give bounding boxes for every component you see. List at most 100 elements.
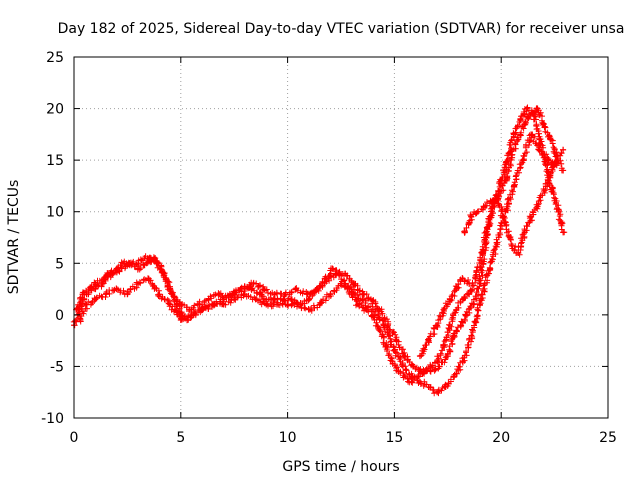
data-point bbox=[83, 301, 90, 308]
data-point bbox=[143, 260, 150, 267]
data-point bbox=[156, 291, 163, 298]
x-tick-label: 25 bbox=[599, 430, 617, 446]
data-point bbox=[508, 151, 515, 158]
data-point bbox=[451, 332, 458, 339]
data-point bbox=[109, 270, 116, 277]
data-point bbox=[92, 280, 99, 287]
data-point bbox=[434, 389, 441, 396]
x-tick-label: 20 bbox=[492, 430, 510, 446]
data-point bbox=[135, 280, 142, 287]
data-point bbox=[124, 291, 131, 298]
data-point bbox=[402, 353, 409, 360]
data-point bbox=[350, 280, 357, 287]
series-markers bbox=[70, 104, 568, 386]
series-arc-c bbox=[76, 131, 560, 397]
data-point bbox=[493, 239, 500, 246]
data-point bbox=[461, 229, 468, 236]
grid-layer bbox=[74, 57, 608, 418]
data-point bbox=[476, 301, 483, 308]
series-arc-a bbox=[70, 104, 568, 386]
data-point bbox=[528, 131, 535, 138]
data-point bbox=[79, 291, 86, 298]
data-point bbox=[395, 368, 402, 375]
data-point bbox=[220, 296, 227, 303]
data-point bbox=[560, 229, 567, 236]
y-axis-label: SDTVAR / TECUs bbox=[6, 180, 22, 295]
data-point bbox=[342, 270, 349, 277]
data-point bbox=[293, 286, 300, 293]
data-point bbox=[256, 291, 263, 298]
data-point bbox=[380, 322, 387, 329]
data-point bbox=[543, 162, 550, 169]
data-point bbox=[453, 306, 460, 313]
data-point bbox=[261, 286, 268, 293]
data-point bbox=[560, 146, 567, 153]
data-point bbox=[327, 291, 334, 298]
data-point bbox=[468, 332, 475, 339]
x-tick-label: 15 bbox=[385, 430, 403, 446]
data-point bbox=[338, 280, 344, 287]
data-point bbox=[521, 121, 528, 128]
data-point bbox=[241, 291, 248, 298]
data-point bbox=[547, 136, 554, 143]
data-point bbox=[446, 322, 453, 329]
data-point bbox=[547, 172, 554, 179]
x-axis-label: GPS time / hours bbox=[282, 459, 399, 475]
data-point bbox=[367, 296, 374, 303]
data-point bbox=[425, 337, 432, 344]
data-point bbox=[549, 188, 556, 195]
data-point bbox=[160, 270, 167, 277]
series-segment-d bbox=[416, 275, 473, 360]
series-segment-f bbox=[514, 146, 567, 258]
data-point bbox=[305, 306, 312, 313]
y-tick-label: -5 bbox=[50, 359, 64, 375]
y-tick-label: 15 bbox=[46, 153, 64, 169]
data-point bbox=[314, 286, 321, 293]
data-point bbox=[113, 286, 120, 293]
data-point bbox=[186, 306, 193, 313]
data-point bbox=[474, 208, 481, 215]
data-point bbox=[329, 265, 336, 272]
data-point bbox=[451, 373, 458, 380]
data-point bbox=[511, 182, 518, 189]
data-point bbox=[237, 286, 244, 293]
data-point bbox=[85, 286, 92, 293]
data-point bbox=[167, 301, 174, 308]
data-point bbox=[226, 291, 233, 298]
data-point bbox=[92, 296, 99, 303]
data-point bbox=[410, 363, 417, 370]
data-point bbox=[389, 358, 396, 365]
data-point bbox=[205, 296, 212, 303]
data-point bbox=[459, 358, 466, 365]
data-point bbox=[434, 358, 441, 365]
data-point bbox=[511, 131, 518, 138]
data-point bbox=[442, 384, 449, 391]
data-point bbox=[487, 198, 494, 205]
data-point bbox=[316, 301, 323, 308]
data-point bbox=[141, 255, 148, 262]
x-tick-label: 10 bbox=[279, 430, 297, 446]
data-point bbox=[515, 136, 522, 143]
series-markers bbox=[73, 105, 565, 377]
data-point bbox=[534, 105, 541, 112]
data-point bbox=[468, 213, 475, 220]
data-point bbox=[434, 322, 441, 329]
data-point bbox=[282, 291, 289, 298]
data-point bbox=[188, 311, 195, 318]
data-point bbox=[515, 249, 522, 256]
data-point bbox=[126, 260, 133, 267]
data-point bbox=[169, 291, 176, 298]
data-point bbox=[145, 275, 152, 282]
data-point bbox=[553, 157, 560, 164]
data-point bbox=[216, 291, 223, 298]
data-point bbox=[464, 311, 471, 318]
data-point bbox=[273, 301, 280, 308]
data-point bbox=[470, 301, 477, 308]
y-tick-label: 10 bbox=[46, 205, 64, 221]
x-tick-label: 0 bbox=[70, 430, 79, 446]
tick-layer: 0 5 10 15 20 25 -10 -5 0 5 10 15 20 25 bbox=[41, 50, 617, 446]
data-point bbox=[250, 280, 257, 287]
data-point bbox=[436, 363, 443, 370]
data-point bbox=[446, 296, 453, 303]
data-point bbox=[209, 301, 216, 308]
